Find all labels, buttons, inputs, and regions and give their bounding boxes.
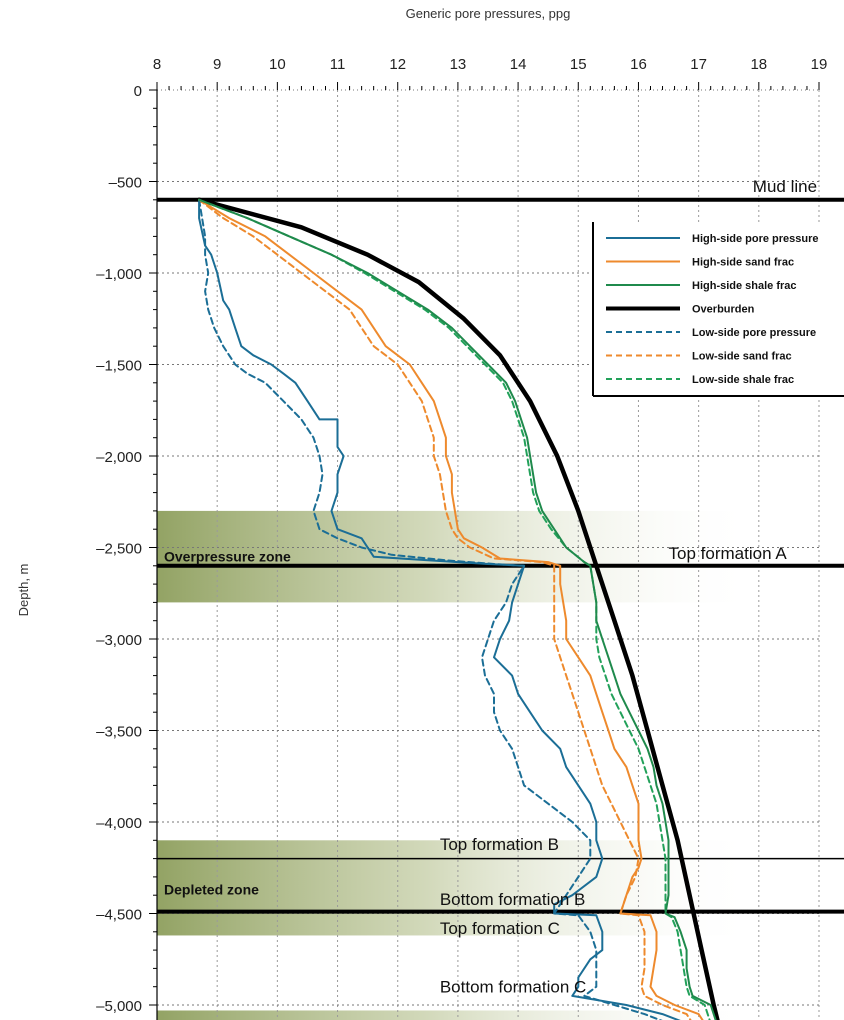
y-tick-label--1000: –1,000: [96, 266, 142, 283]
horizon-label-top-formation-b: Top formation B: [440, 835, 559, 854]
shaded-zones: [157, 510, 757, 1020]
legend-label-high-side-pore-pressure: High-side pore pressure: [692, 233, 819, 245]
x-tick-label-14: 14: [510, 56, 527, 73]
legend-label-low-side-sand-frac: Low-side sand frac: [692, 351, 792, 363]
horizon-label-bottom-formation-c: Bottom formation C: [440, 978, 586, 997]
y-tick-label--5000: –5,000: [96, 998, 142, 1015]
legend: High-side pore pressure High-side sand fr…: [592, 222, 844, 397]
x-tick-label-11: 11: [330, 56, 346, 73]
zone-band-depleted-zone: [157, 840, 757, 936]
x-tick-label-10: 10: [269, 56, 286, 73]
zone-label-depleted-zone: Depleted zone: [164, 882, 259, 898]
zone-band-narrow-window: [157, 1010, 757, 1020]
series-line-overburden: [196, 197, 720, 1020]
y-tick-label-0: 0: [134, 83, 142, 100]
y-tick-label--1500: –1,500: [96, 358, 142, 375]
x-tick-label-12: 12: [389, 56, 406, 73]
series-line-high-side-pore-pressure: [198, 198, 681, 1020]
horizon-label-top-formation-a: Top formation A: [669, 544, 788, 563]
y-axis-title: Depth, m: [16, 564, 31, 617]
x-axis-title: Generic pore pressures, ppg: [406, 6, 571, 21]
horizon-label-top-formation-c: Top formation C: [440, 919, 560, 938]
y-tick-label--3000: –3,000: [96, 632, 142, 649]
x-tick-label-18: 18: [750, 56, 767, 73]
x-tick-label-16: 16: [630, 56, 647, 73]
x-tick-label-15: 15: [570, 56, 587, 73]
horizon-label-mud-line: Mud line: [753, 177, 817, 196]
zone-label-overpressure-zone: Overpressure zone: [164, 549, 291, 565]
y-tick-label--3500: –3,500: [96, 724, 142, 741]
formation-horizons: [157, 197, 844, 914]
y-tick-label--2000: –2,000: [96, 449, 142, 466]
y-tick-label--4500: –4,500: [96, 907, 142, 924]
legend-label-low-side-shale-frac: Low-side shale frac: [692, 374, 794, 386]
x-tick-label-9: 9: [213, 56, 221, 73]
series-line-low-side-sand-frac: [198, 198, 692, 1020]
series-line-low-side-pore-pressure: [198, 198, 663, 1020]
series-line-high-side-sand-frac: [198, 198, 704, 1020]
legend-label-overburden: Overburden: [692, 304, 755, 316]
series-line-high-side-shale-frac: [198, 198, 717, 1020]
y-tick-label--4000: –4,000: [96, 815, 142, 832]
x-tick-label-17: 17: [690, 56, 707, 73]
y-tick-label--2500: –2,500: [96, 541, 142, 558]
legend-label-high-side-sand-frac: High-side sand frac: [692, 257, 794, 269]
legend-items: High-side pore pressure High-side sand fr…: [606, 233, 819, 386]
x-tick-label-13: 13: [450, 56, 467, 73]
axes: 8 9 10 11 12 13 14 15 16 17 18 19 0 –500 –1,000 –1,500 –…: [96, 56, 827, 1020]
legend-label-low-side-pore-pressure: Low-side pore pressure: [692, 327, 816, 339]
legend-label-high-side-shale-frac: High-side shale frac: [692, 280, 797, 292]
x-tick-label-19: 19: [811, 56, 828, 73]
x-tick-label-8: 8: [153, 56, 161, 73]
data-series: [196, 197, 720, 1020]
y-tick-label--500: –500: [109, 175, 142, 192]
horizon-label-bottom-formation-b: Bottom formation B: [440, 890, 586, 909]
